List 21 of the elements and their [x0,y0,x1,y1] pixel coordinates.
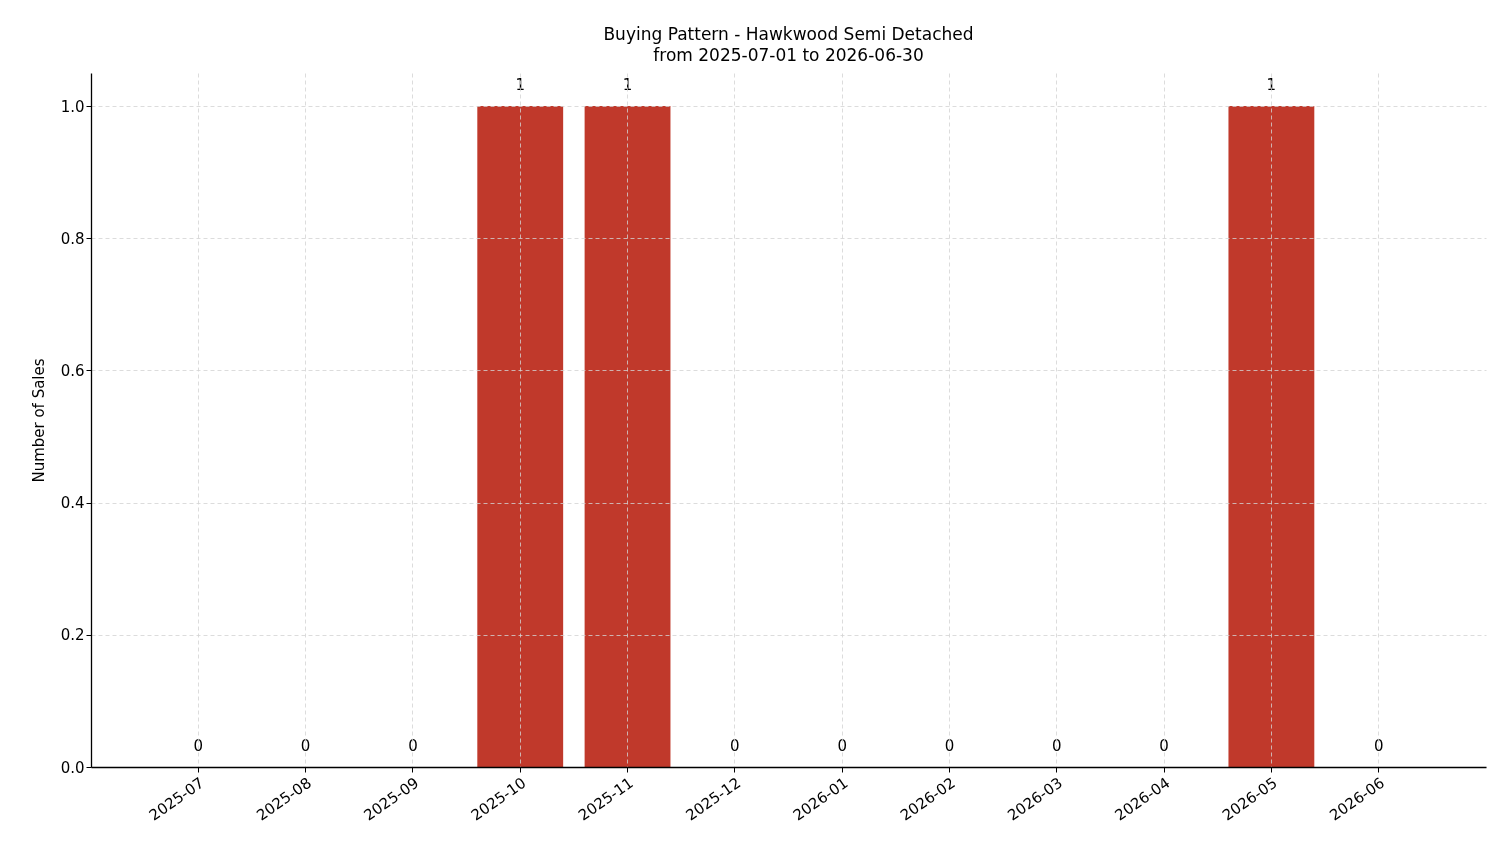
data-label: 0 [193,737,204,755]
data-label: 0 [1052,737,1062,755]
data-label: 0 [1159,737,1169,755]
data-label: 1 [515,76,525,95]
chart-title: Buying Pattern - Hawkwood Semi Detached [603,24,974,44]
data-label: 0 [837,737,847,755]
data-label: 0 [408,737,418,755]
y-tick-label: 0.4 [60,494,85,513]
data-label: 0 [300,737,311,755]
y-tick-label: 0.6 [60,361,85,380]
y-tick-label: 0.8 [60,229,85,248]
data-label: 0 [1373,737,1384,755]
y-axis-title: Number of Sales [29,358,48,483]
data-label: 0 [944,737,955,755]
chart-subtitle: from 2025-07-01 to 2026-06-30 [653,45,924,65]
y-tick-label: 0.2 [60,626,85,645]
data-label: 0 [730,737,740,755]
data-label: 1 [622,76,633,95]
y-tick-label: 0.0 [60,758,85,777]
y-tick-label: 1.0 [60,97,85,116]
data-label: 1 [1266,76,1277,95]
